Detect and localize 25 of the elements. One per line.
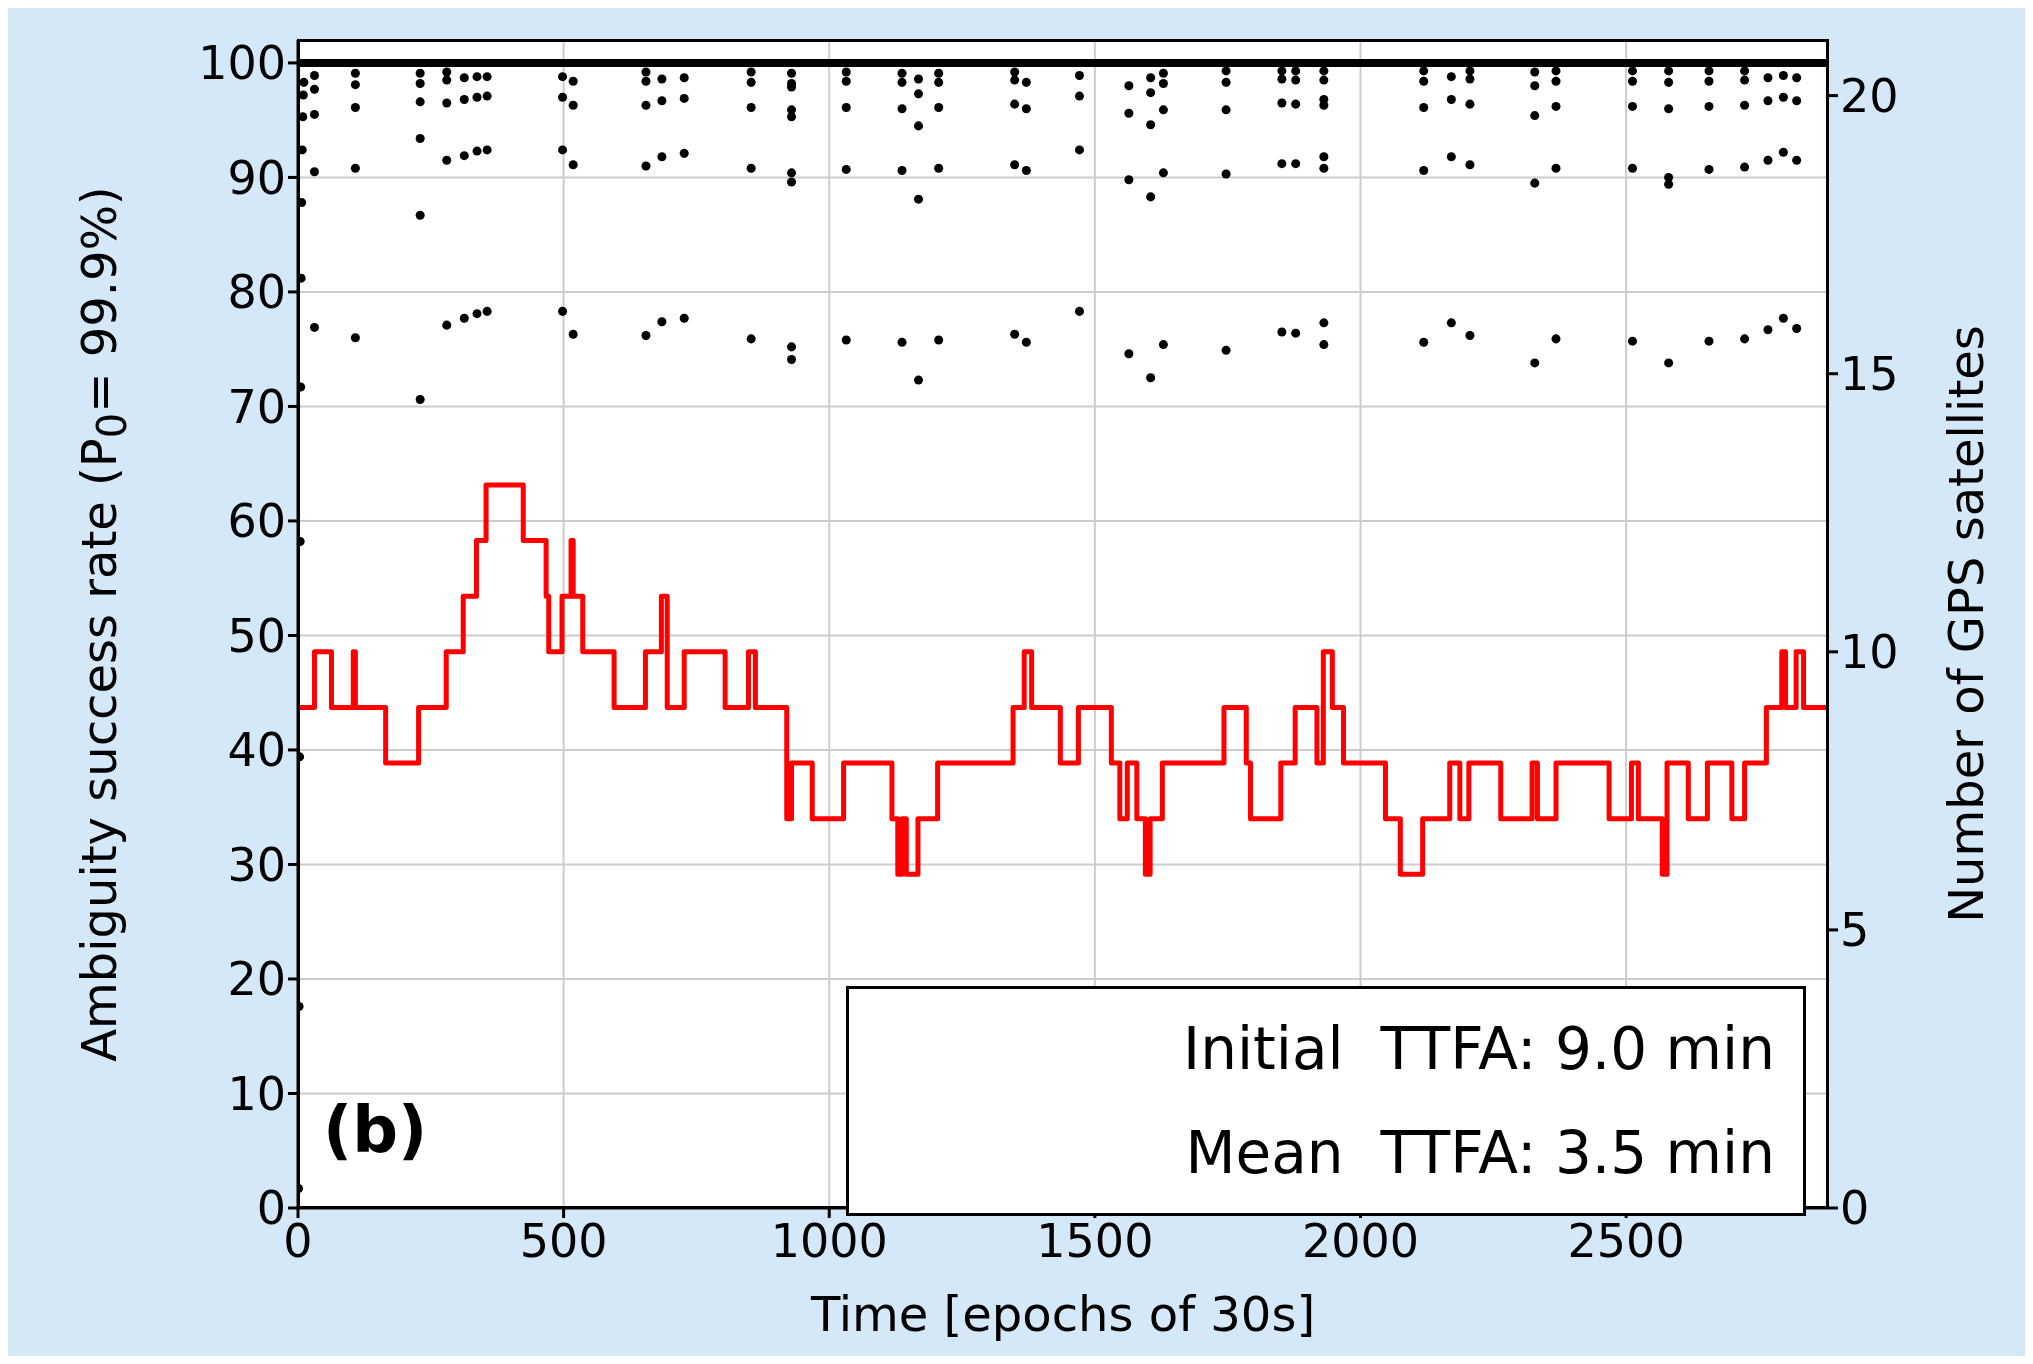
y-tick-label: 10: [227, 1066, 286, 1121]
y2-tick-label: 20: [1840, 68, 1899, 123]
x-tick-label: 2500: [1567, 1213, 1685, 1268]
y-tick-label: 100: [198, 36, 286, 91]
y-tick-label: 60: [227, 494, 286, 549]
y-tick-label: 50: [227, 608, 286, 663]
y-tick-label: 80: [227, 265, 286, 320]
annotation: (b): [323, 1093, 428, 1167]
x-tick-label: 500: [519, 1213, 608, 1268]
annotation: Initial TTFA: 9.0 min: [1182, 1014, 1775, 1085]
y-tick-label: 70: [227, 379, 286, 434]
y2-tick-label: 15: [1840, 347, 1899, 402]
annotation: Mean TTFA: 3.5 min: [1184, 1118, 1775, 1189]
x-axis-title: Time [epochs of 30s]: [809, 1286, 1317, 1342]
text-box: Initial TTFA: 9.0 min Mean TTFA: 3.5 min: [846, 986, 1806, 1216]
y-tick-label: 90: [227, 150, 286, 205]
y2-tick-label: 10: [1840, 625, 1899, 680]
x-tick-label: 1500: [1036, 1213, 1154, 1268]
y-tick-label: 20: [227, 952, 286, 1007]
y-tick-label: 40: [227, 723, 286, 778]
x-tick-label: 1000: [770, 1213, 888, 1268]
x-tick-label: 2000: [1301, 1213, 1420, 1268]
y-tick-label: 30: [227, 837, 286, 892]
y2-axis-title: Number of GPS satellites: [1938, 325, 1994, 923]
y2-tick-label: 5: [1840, 903, 1870, 958]
